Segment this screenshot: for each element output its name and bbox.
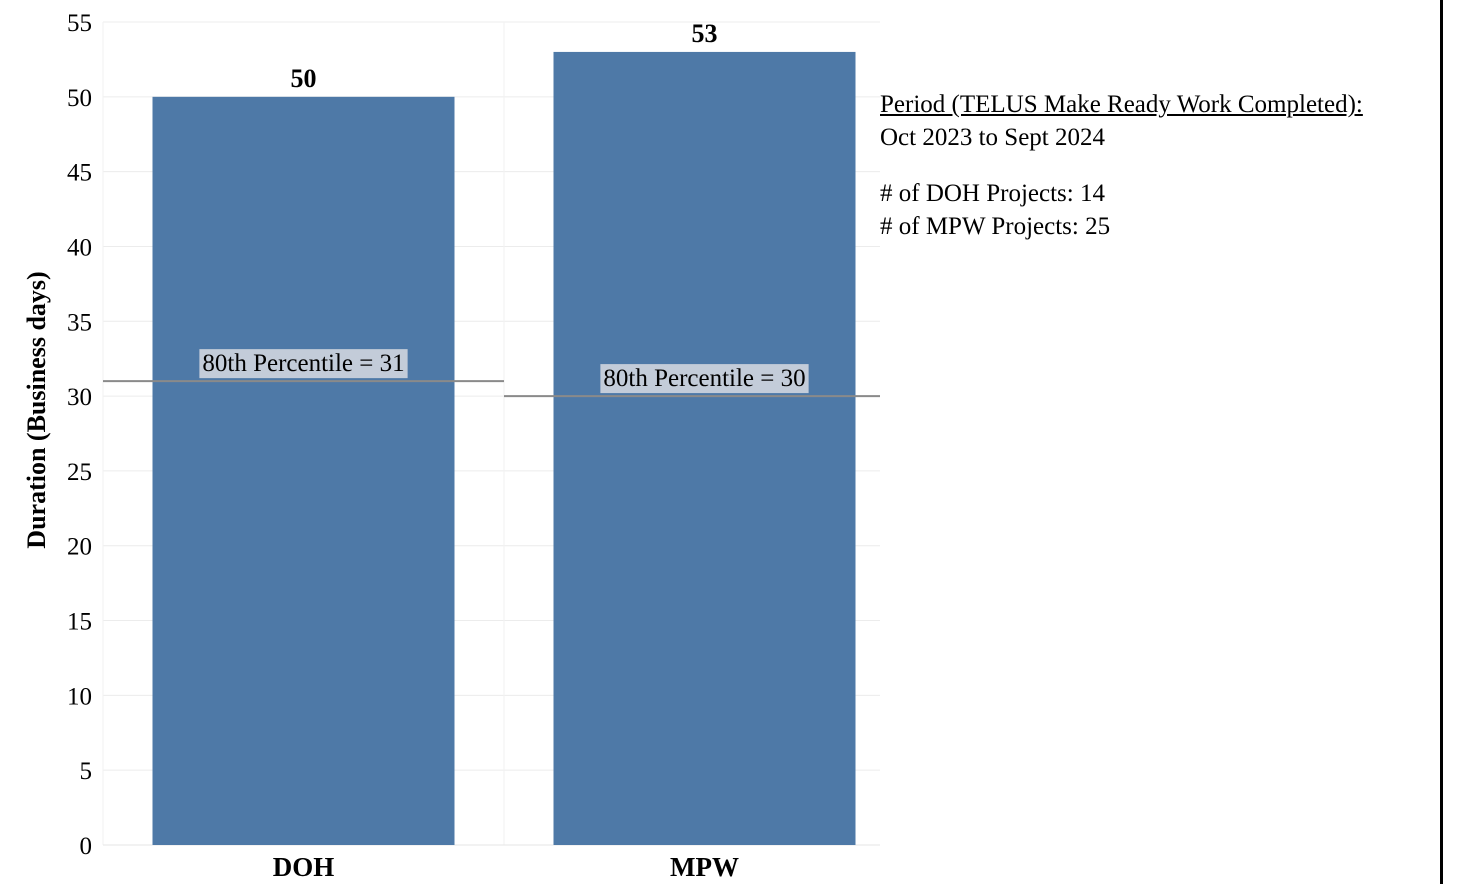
bar-mpw xyxy=(553,51,856,846)
bar-value-label: 50 xyxy=(291,64,317,93)
period-info-panel: Period (TELUS Make Ready Work Completed)… xyxy=(880,88,1440,243)
period-range: Oct 2023 to Sept 2024 xyxy=(880,124,1105,151)
x-category-label: MPW xyxy=(670,852,739,882)
project-counts: # of DOH Projects: 14 # of MPW Projects:… xyxy=(880,177,1440,243)
y-tick-label: 40 xyxy=(67,234,92,261)
percentile-label-bg xyxy=(199,349,408,379)
bar-value-label: 53 xyxy=(692,19,718,48)
x-axis-categories: DOH MPW xyxy=(273,852,739,882)
y-axis-title: Duration (Business days) xyxy=(22,271,51,548)
percentile-label-text: 80th Percentile = 30 xyxy=(603,365,805,392)
percentile-label-text: 80th Percentile = 31 xyxy=(202,350,404,377)
y-tick-label: 30 xyxy=(67,384,92,411)
y-tick-label: 5 xyxy=(80,758,93,785)
y-tick-label: 20 xyxy=(67,534,92,561)
y-tick-label: 15 xyxy=(67,609,92,636)
y-tick-label: 50 xyxy=(67,85,92,112)
y-tick-label: 55 xyxy=(67,10,92,37)
percentile-label: 80th Percentile = 30 xyxy=(600,364,809,394)
y-tick-label: 35 xyxy=(67,309,92,336)
y-tick-label: 0 xyxy=(80,833,93,860)
period-title: Period (TELUS Make Ready Work Completed)… xyxy=(880,91,1363,118)
reference-lines: 80th Percentile = 31 80th Percentile = 30 xyxy=(103,349,880,398)
y-tick-label: 10 xyxy=(67,683,92,710)
doh-project-count: # of DOH Projects: 14 xyxy=(880,180,1105,207)
y-tick-label: 25 xyxy=(67,459,92,486)
mpw-project-count: # of MPW Projects: 25 xyxy=(880,213,1111,240)
percentile-label: 80th Percentile = 31 xyxy=(199,349,408,379)
bars: 50 53 xyxy=(152,19,856,846)
y-axis-ticks: 0 5 10 15 20 25 30 35 40 45 50 55 xyxy=(67,10,92,860)
percentile-label-bg xyxy=(600,364,809,394)
frame-border xyxy=(1440,0,1443,884)
bar-doh xyxy=(152,96,455,846)
x-category-label: DOH xyxy=(273,852,335,882)
y-tick-label: 45 xyxy=(67,160,92,187)
